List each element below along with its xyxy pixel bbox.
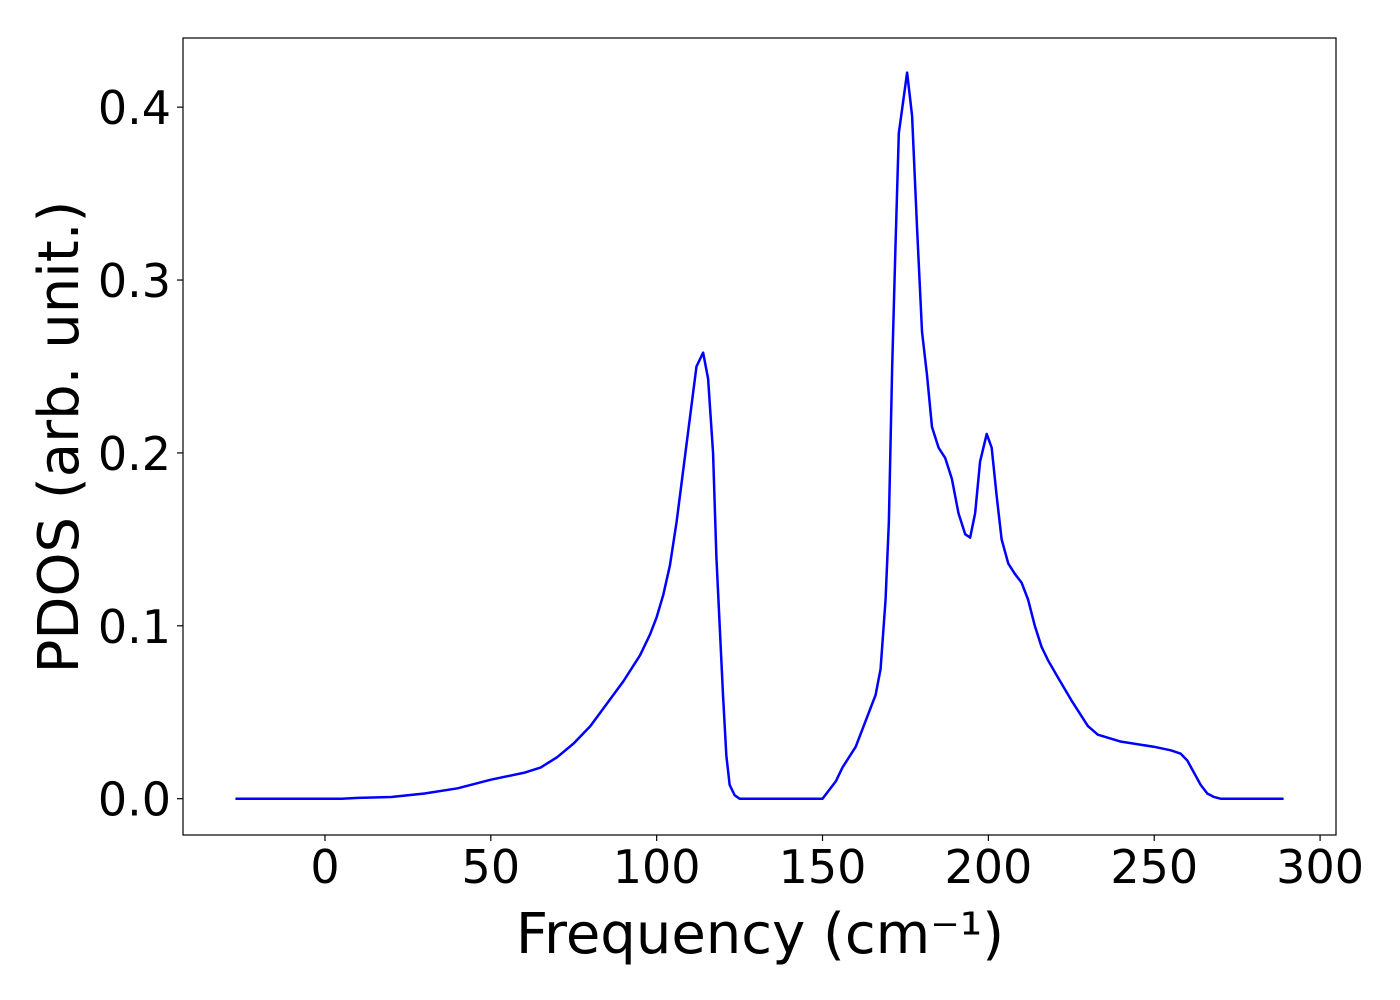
x-tick-label: 150 — [779, 840, 867, 894]
y-tick-label: 0.1 — [98, 600, 171, 654]
y-tick-label: 0.4 — [98, 81, 171, 135]
x-axis-label: Frequency (cm⁻¹) — [516, 902, 1004, 967]
x-tick-label: 250 — [1110, 840, 1198, 894]
y-tick-label: 0.3 — [98, 254, 171, 308]
x-tick-label: 200 — [944, 840, 1032, 894]
y-tick-label: 0.2 — [98, 427, 171, 481]
x-tick-label: 50 — [462, 840, 521, 894]
x-tick-label: 100 — [613, 840, 701, 894]
plot-frame — [182, 37, 1337, 836]
x-tick-label: 0 — [310, 840, 339, 894]
x-tick-label: 300 — [1276, 840, 1364, 894]
y-tick-label: 0.0 — [98, 773, 171, 827]
y-axis-label: PDOS (arb. unit.) — [27, 201, 92, 674]
data-line — [235, 71, 1284, 800]
